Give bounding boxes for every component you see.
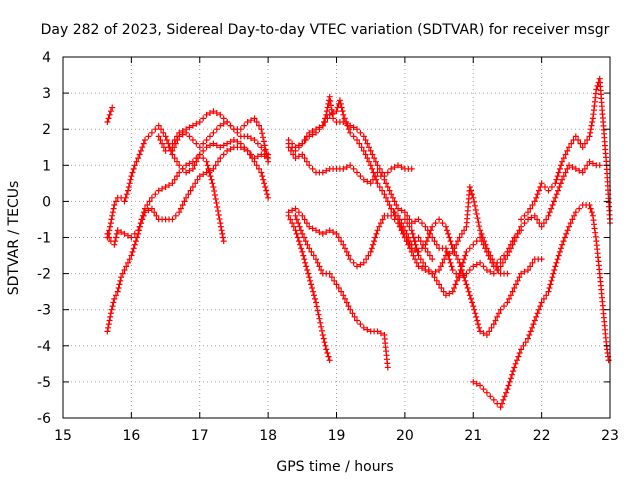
point-markers <box>518 75 613 227</box>
x-tick-label: 18 <box>259 428 277 444</box>
y-axis-label: SDTVAR / TECUs <box>6 181 22 296</box>
series-track-f <box>169 119 272 158</box>
y-tick-label: 0 <box>42 194 51 210</box>
point-markers <box>285 205 545 338</box>
series-track-d <box>104 144 272 248</box>
point-markers <box>401 184 511 277</box>
x-tick-label: 20 <box>396 428 414 444</box>
y-tick-label: 1 <box>42 158 51 174</box>
point-markers <box>292 212 391 371</box>
y-tick-label: -2 <box>37 267 51 283</box>
series-track-b <box>104 137 272 335</box>
x-tick-label: 16 <box>122 428 140 444</box>
x-tick-label: 22 <box>533 428 551 444</box>
point-markers <box>104 137 272 335</box>
y-tick-label: -5 <box>37 375 51 391</box>
series-track-c <box>104 122 227 245</box>
series-track-o <box>470 202 612 411</box>
x-tick-label: 17 <box>191 428 209 444</box>
series-track-e <box>155 108 272 165</box>
y-tick-label: -3 <box>37 303 51 319</box>
x-tick-label: 19 <box>328 428 346 444</box>
y-tick-label: 4 <box>42 50 51 66</box>
point-markers <box>169 119 272 158</box>
series-track-a <box>104 104 116 125</box>
series-track-j <box>285 205 545 338</box>
series-track-p <box>518 75 613 227</box>
y-tick-label: -4 <box>37 339 51 355</box>
chart-title: Day 282 of 2023, Sidereal Day-to-day VTE… <box>41 22 610 38</box>
series-track-l <box>292 212 391 371</box>
data-points <box>104 75 613 411</box>
y-tick-label: -1 <box>37 231 51 247</box>
x-axis-label: GPS time / hours <box>276 459 393 475</box>
point-markers <box>104 122 227 245</box>
y-tick-label: 3 <box>42 86 51 102</box>
y-tick-label: 2 <box>42 122 51 138</box>
point-markers <box>155 108 272 165</box>
point-markers <box>104 144 272 248</box>
point-markers <box>285 212 333 364</box>
axis-ticks <box>62 56 611 419</box>
series-track-k <box>285 212 333 364</box>
point-markers <box>470 202 612 411</box>
x-tick-label: 23 <box>601 428 619 444</box>
y-tick-label: -6 <box>37 411 51 427</box>
series-track-n <box>401 184 511 277</box>
x-tick-label: 15 <box>54 428 72 444</box>
x-tick-label: 21 <box>464 428 482 444</box>
point-markers <box>104 104 116 125</box>
